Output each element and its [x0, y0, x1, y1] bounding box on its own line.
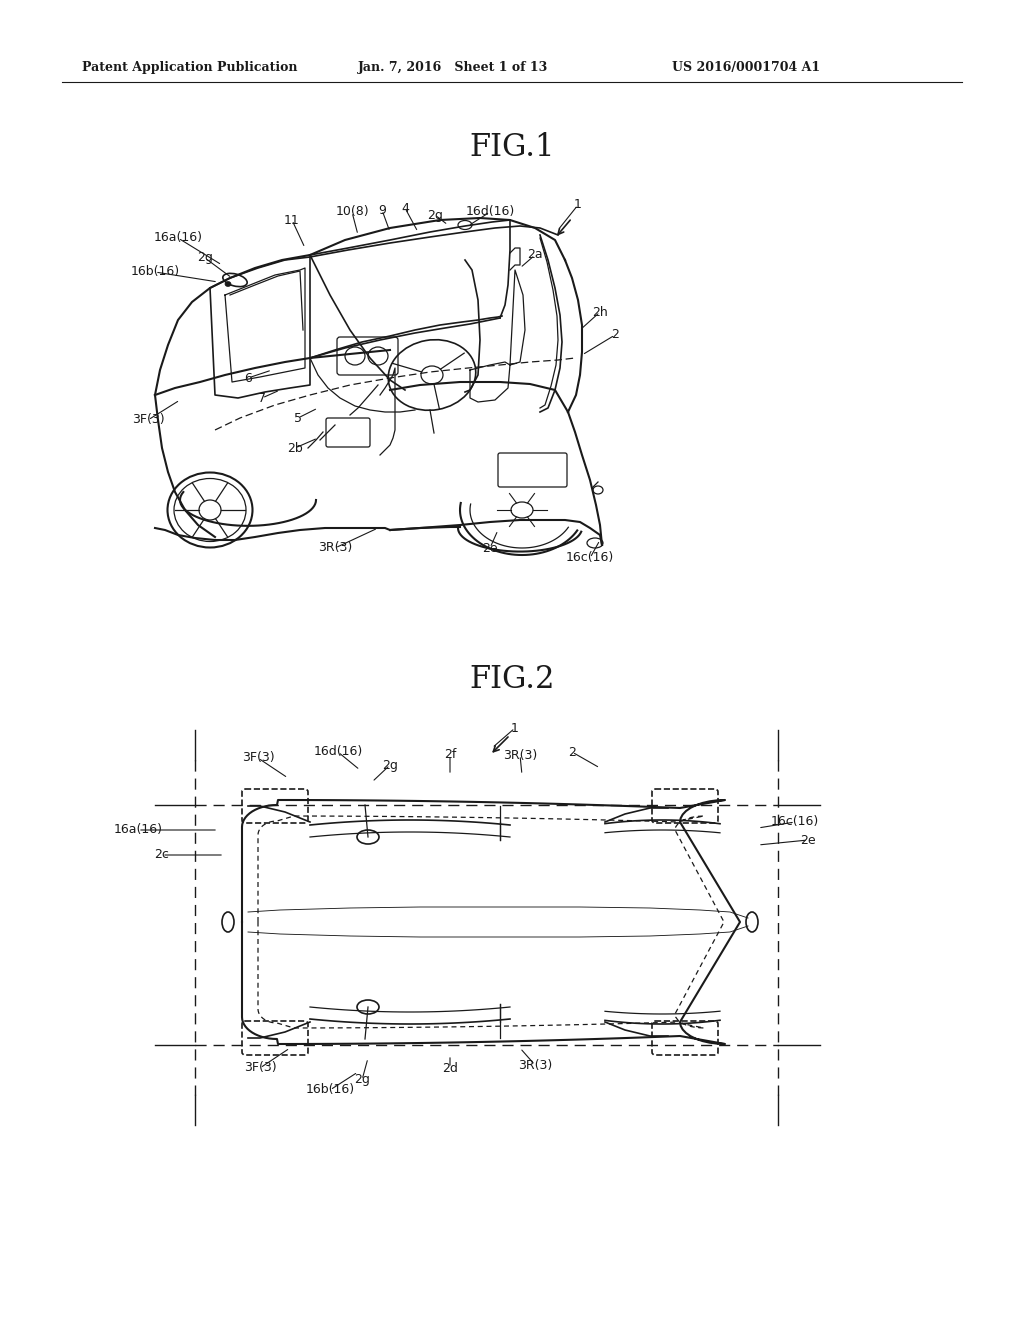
Text: 2g: 2g — [354, 1073, 370, 1086]
Text: 16b(16): 16b(16) — [130, 265, 179, 279]
Text: 6: 6 — [244, 371, 252, 384]
Text: 5: 5 — [294, 412, 302, 425]
Text: 2: 2 — [568, 746, 575, 759]
Text: 3F(3): 3F(3) — [242, 751, 274, 764]
Text: 3R(3): 3R(3) — [317, 541, 352, 554]
Text: 16d(16): 16d(16) — [313, 746, 362, 759]
Text: 2a: 2a — [527, 248, 543, 261]
Text: 16c(16): 16c(16) — [771, 816, 819, 829]
Text: Jan. 7, 2016   Sheet 1 of 13: Jan. 7, 2016 Sheet 1 of 13 — [358, 62, 548, 74]
Text: FIG.2: FIG.2 — [469, 664, 555, 696]
Text: US 2016/0001704 A1: US 2016/0001704 A1 — [672, 62, 820, 74]
Text: 16a(16): 16a(16) — [114, 824, 163, 837]
Text: 2g: 2g — [427, 209, 443, 222]
Text: 2g: 2g — [382, 759, 398, 771]
Text: 2b: 2b — [287, 441, 303, 454]
Text: 4: 4 — [401, 202, 409, 214]
Text: 3R(3): 3R(3) — [503, 748, 538, 762]
Text: 16d(16): 16d(16) — [465, 206, 515, 219]
Text: 2d: 2d — [442, 1061, 458, 1074]
Text: 11: 11 — [284, 214, 300, 227]
Text: Patent Application Publication: Patent Application Publication — [82, 62, 298, 74]
Text: 2f: 2f — [443, 748, 456, 762]
Text: 9: 9 — [378, 203, 386, 216]
Text: 2e: 2e — [800, 833, 816, 846]
Text: 16b(16): 16b(16) — [305, 1084, 354, 1097]
Text: 16c(16): 16c(16) — [566, 552, 614, 565]
Text: 16a(16): 16a(16) — [154, 231, 203, 244]
Text: 2g: 2g — [197, 252, 213, 264]
Text: 3F(3): 3F(3) — [132, 413, 164, 426]
Text: 1: 1 — [574, 198, 582, 211]
Ellipse shape — [225, 281, 231, 286]
Text: 3R(3): 3R(3) — [518, 1059, 552, 1072]
Text: 2c: 2c — [155, 849, 169, 862]
Text: FIG.1: FIG.1 — [469, 132, 555, 164]
Text: 1: 1 — [511, 722, 519, 734]
Text: 7: 7 — [258, 392, 266, 404]
Text: 2: 2 — [611, 329, 618, 342]
Text: 2h: 2h — [592, 305, 608, 318]
Text: 10(8): 10(8) — [335, 206, 369, 219]
Text: 3F(3): 3F(3) — [244, 1061, 276, 1074]
Text: 2e: 2e — [482, 541, 498, 554]
